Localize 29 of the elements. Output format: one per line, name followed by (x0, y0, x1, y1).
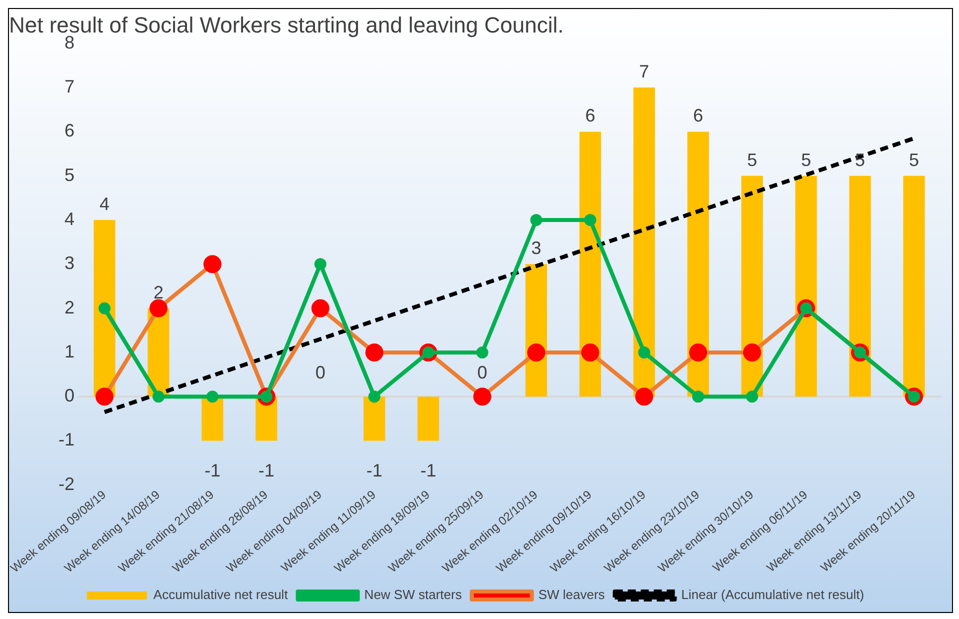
data-label: 3 (531, 238, 542, 258)
data-label: 2 (153, 282, 164, 302)
data-label: 5 (801, 150, 812, 170)
data-label: -1 (258, 460, 274, 481)
y-tick-label: 0 (64, 386, 75, 406)
data-label: -1 (420, 460, 436, 481)
y-tick-label: -1 (58, 430, 75, 450)
data-label: 5 (909, 150, 920, 170)
data-label: -1 (204, 460, 220, 481)
data-label: 0 (477, 362, 488, 383)
y-tick-label: 1 (64, 341, 75, 362)
y-tick-label: 2 (64, 297, 75, 318)
legend-label: Linear (Accumulative net result) (681, 587, 864, 602)
legend-label: SW leavers (538, 587, 606, 602)
data-label: 5 (747, 150, 758, 170)
legend-label: New SW starters (364, 587, 462, 602)
y-tick-label: 3 (64, 253, 75, 274)
y-tick-label: 7 (64, 76, 75, 97)
data-label: -1 (366, 460, 382, 481)
data-label: 6 (585, 106, 596, 126)
legend-label: Accumulative net result (153, 587, 288, 602)
y-tick-label: 5 (64, 164, 75, 185)
data-label: 6 (693, 106, 704, 126)
y-tick-label: -2 (58, 474, 75, 494)
y-tick-label: 4 (64, 208, 75, 229)
data-label: 4 (100, 194, 110, 214)
data-label: 0 (315, 362, 326, 383)
data-label: 7 (639, 62, 650, 82)
y-tick-label: 6 (64, 120, 75, 141)
